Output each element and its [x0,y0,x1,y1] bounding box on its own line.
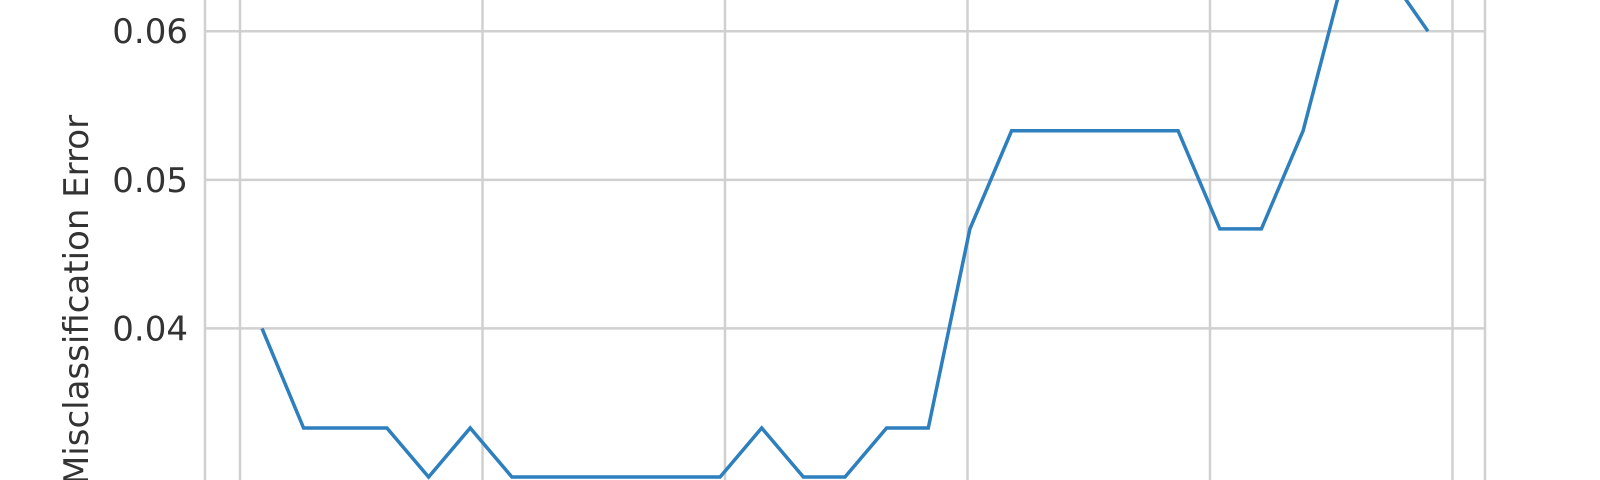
y-tick-label: 0.06 [112,12,188,52]
y-gridlines [203,0,1487,480]
x-gridlines [238,0,1454,480]
series-line [260,0,1430,480]
series-layer [260,0,1430,480]
y-tick-labels: 0.04 0.05 0.06 [112,12,188,349]
y-axis-label: Misclassification Error [57,115,97,480]
y-tick-label: 0.04 [112,309,188,349]
y-tick-label: 0.05 [112,161,188,201]
